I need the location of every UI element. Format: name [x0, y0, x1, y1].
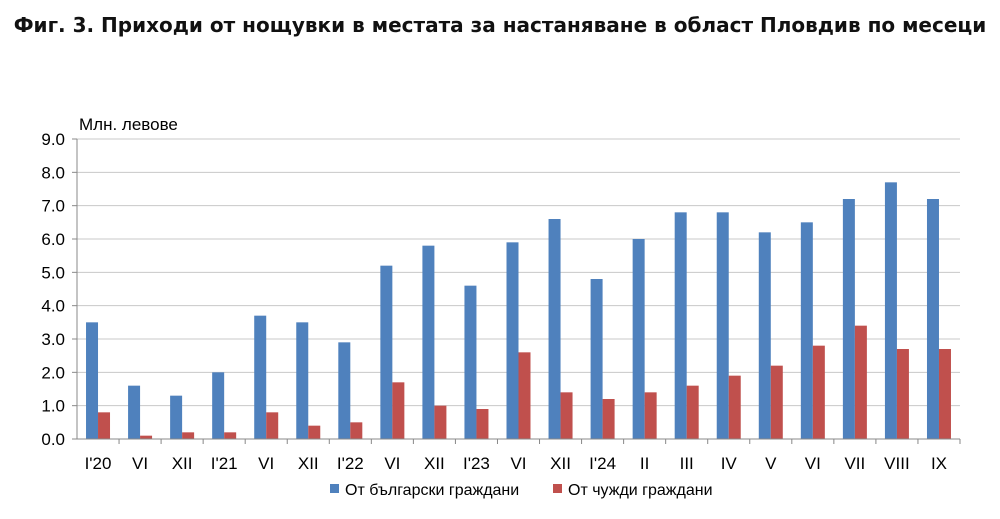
- bar-bulgarian: [464, 285, 477, 439]
- x-tick-label: XII: [550, 454, 571, 473]
- x-tick-label: VII: [844, 454, 865, 473]
- bar-foreign: [602, 399, 615, 439]
- bar-bulgarian: [254, 315, 267, 439]
- y-tick-label: 9.0: [41, 130, 65, 149]
- y-tick-label: 2.0: [41, 363, 65, 382]
- bar-bulgarian: [506, 242, 519, 439]
- x-tick-label: XII: [424, 454, 445, 473]
- x-tick-label: I'20: [85, 454, 112, 473]
- bar-bulgarian: [842, 199, 855, 439]
- bar-foreign: [854, 325, 867, 439]
- legend: От български граждани От чужди граждани: [330, 482, 713, 499]
- y-axis-label: Млн. левове: [79, 115, 178, 134]
- bar-foreign: [896, 349, 909, 439]
- legend-swatch: [553, 484, 562, 493]
- bar-foreign: [392, 382, 405, 439]
- bar-foreign: [308, 425, 321, 439]
- bar-foreign: [224, 432, 237, 439]
- bar-foreign: [728, 375, 741, 439]
- x-tick-label: VI: [384, 454, 400, 473]
- y-tick-label: 1.0: [41, 397, 65, 416]
- x-tick-label: I'24: [589, 454, 616, 473]
- bar-foreign: [686, 385, 699, 439]
- x-tick-label: XII: [172, 454, 193, 473]
- x-tick-label: III: [680, 454, 694, 473]
- x-tick-label: I'22: [337, 454, 364, 473]
- bar-foreign: [770, 365, 783, 439]
- x-tick-label: VI: [132, 454, 148, 473]
- x-tick-label: IX: [931, 454, 947, 473]
- bar-foreign: [560, 392, 573, 439]
- bar-foreign: [938, 349, 951, 439]
- x-tick-label: VI: [510, 454, 526, 473]
- y-tick-label: 5.0: [41, 263, 65, 282]
- x-tick-label: VI: [805, 454, 821, 473]
- bar-foreign: [644, 392, 657, 439]
- legend-label: От чужди граждани: [568, 482, 713, 499]
- bar-bulgarian: [170, 395, 183, 439]
- bar-bulgarian: [884, 182, 897, 440]
- legend-swatch: [330, 484, 339, 493]
- x-axis: I'20 VI XII I'21 VI XII I'22 VI XII I'23 VI XII I'24…: [77, 438, 961, 473]
- bar-bulgarian: [674, 212, 687, 439]
- x-tick-label: XII: [298, 454, 319, 473]
- bar-foreign: [434, 405, 447, 439]
- x-tick-label: II: [640, 454, 649, 473]
- x-tick-label: IV: [721, 454, 738, 473]
- x-tick-label: VI: [258, 454, 274, 473]
- bar-bulgarian: [86, 322, 99, 439]
- bar-foreign: [476, 409, 489, 439]
- y-tick-label: 6.0: [41, 230, 65, 249]
- bar-bulgarian: [296, 322, 309, 439]
- y-axis: 0.0 1.0 2.0 3.0 4.0 5.0 6.0 7.0 8.0 9.0: [41, 130, 78, 449]
- bar-foreign: [266, 412, 279, 439]
- bar-foreign: [140, 435, 153, 439]
- bar-bulgarian: [422, 245, 435, 439]
- bar-foreign: [182, 432, 195, 439]
- bar-bulgarian: [590, 279, 603, 439]
- bar-foreign: [812, 345, 825, 439]
- x-tick-label: I'21: [211, 454, 238, 473]
- bar-bulgarian: [758, 232, 771, 439]
- y-tick-label: 0.0: [41, 430, 65, 449]
- legend-label: От български граждани: [345, 482, 519, 499]
- bar-bulgarian: [380, 265, 393, 439]
- bar-bulgarian: [548, 219, 561, 439]
- y-tick-label: 4.0: [41, 297, 65, 316]
- x-tick-label: VIII: [884, 454, 910, 473]
- bar-bulgarian: [800, 222, 813, 439]
- bar-bulgarian: [338, 342, 351, 439]
- bar-foreign: [518, 352, 531, 439]
- x-tick-label: I'23: [463, 454, 490, 473]
- y-tick-label: 7.0: [41, 197, 65, 216]
- bar-bulgarian: [716, 212, 729, 439]
- chart-title: Фиг. 3. Приходи от нощувки в местата за …: [13, 13, 987, 37]
- y-tick-label: 8.0: [41, 163, 65, 182]
- y-tick-label: 3.0: [41, 330, 65, 349]
- bar-foreign: [98, 412, 111, 439]
- bar-bulgarian: [128, 385, 141, 439]
- bar-bulgarian: [926, 199, 939, 439]
- bar-bulgarian: [212, 372, 225, 439]
- bars: [86, 182, 951, 440]
- bar-bulgarian: [632, 239, 645, 439]
- x-tick-label: V: [765, 454, 777, 473]
- bar-foreign: [350, 422, 363, 439]
